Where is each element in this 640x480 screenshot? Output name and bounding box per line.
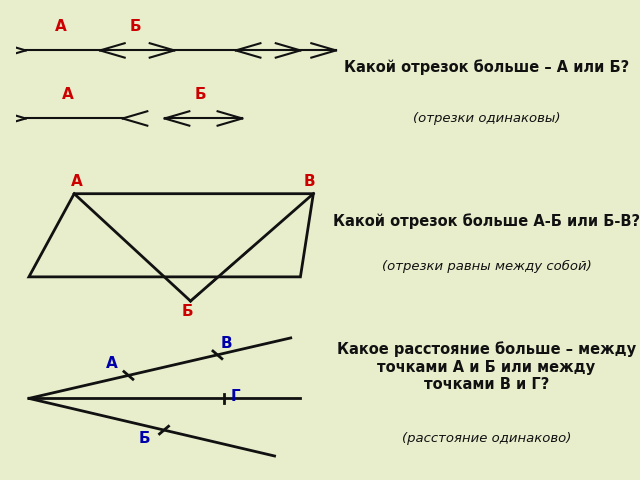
Text: Какой отрезок больше – А или Б?: Какой отрезок больше – А или Б? — [344, 59, 629, 75]
Text: А: А — [56, 19, 67, 34]
Text: В: В — [303, 174, 316, 189]
Text: А: А — [62, 87, 74, 102]
Text: А: А — [71, 174, 83, 189]
Text: Б: Б — [138, 431, 150, 446]
Text: Б: Б — [130, 19, 141, 34]
Text: Г: Г — [231, 389, 241, 404]
Text: В: В — [221, 336, 232, 351]
Text: Какой отрезок больше А-Б или Б-В?: Какой отрезок больше А-Б или Б-В? — [333, 213, 640, 229]
Text: А: А — [106, 356, 118, 371]
Text: Какое расстояние больше – между
точками А и Б или между
точками В и Г?: Какое расстояние больше – между точками … — [337, 341, 636, 392]
Text: (расстояние одинаково): (расстояние одинаково) — [402, 432, 571, 445]
Text: (отрезки равны между собой): (отрезки равны между собой) — [381, 260, 591, 273]
Text: Б: Б — [195, 87, 206, 102]
Text: Б: Б — [182, 304, 193, 319]
Text: (отрезки одинаковы): (отрезки одинаковы) — [413, 112, 560, 125]
